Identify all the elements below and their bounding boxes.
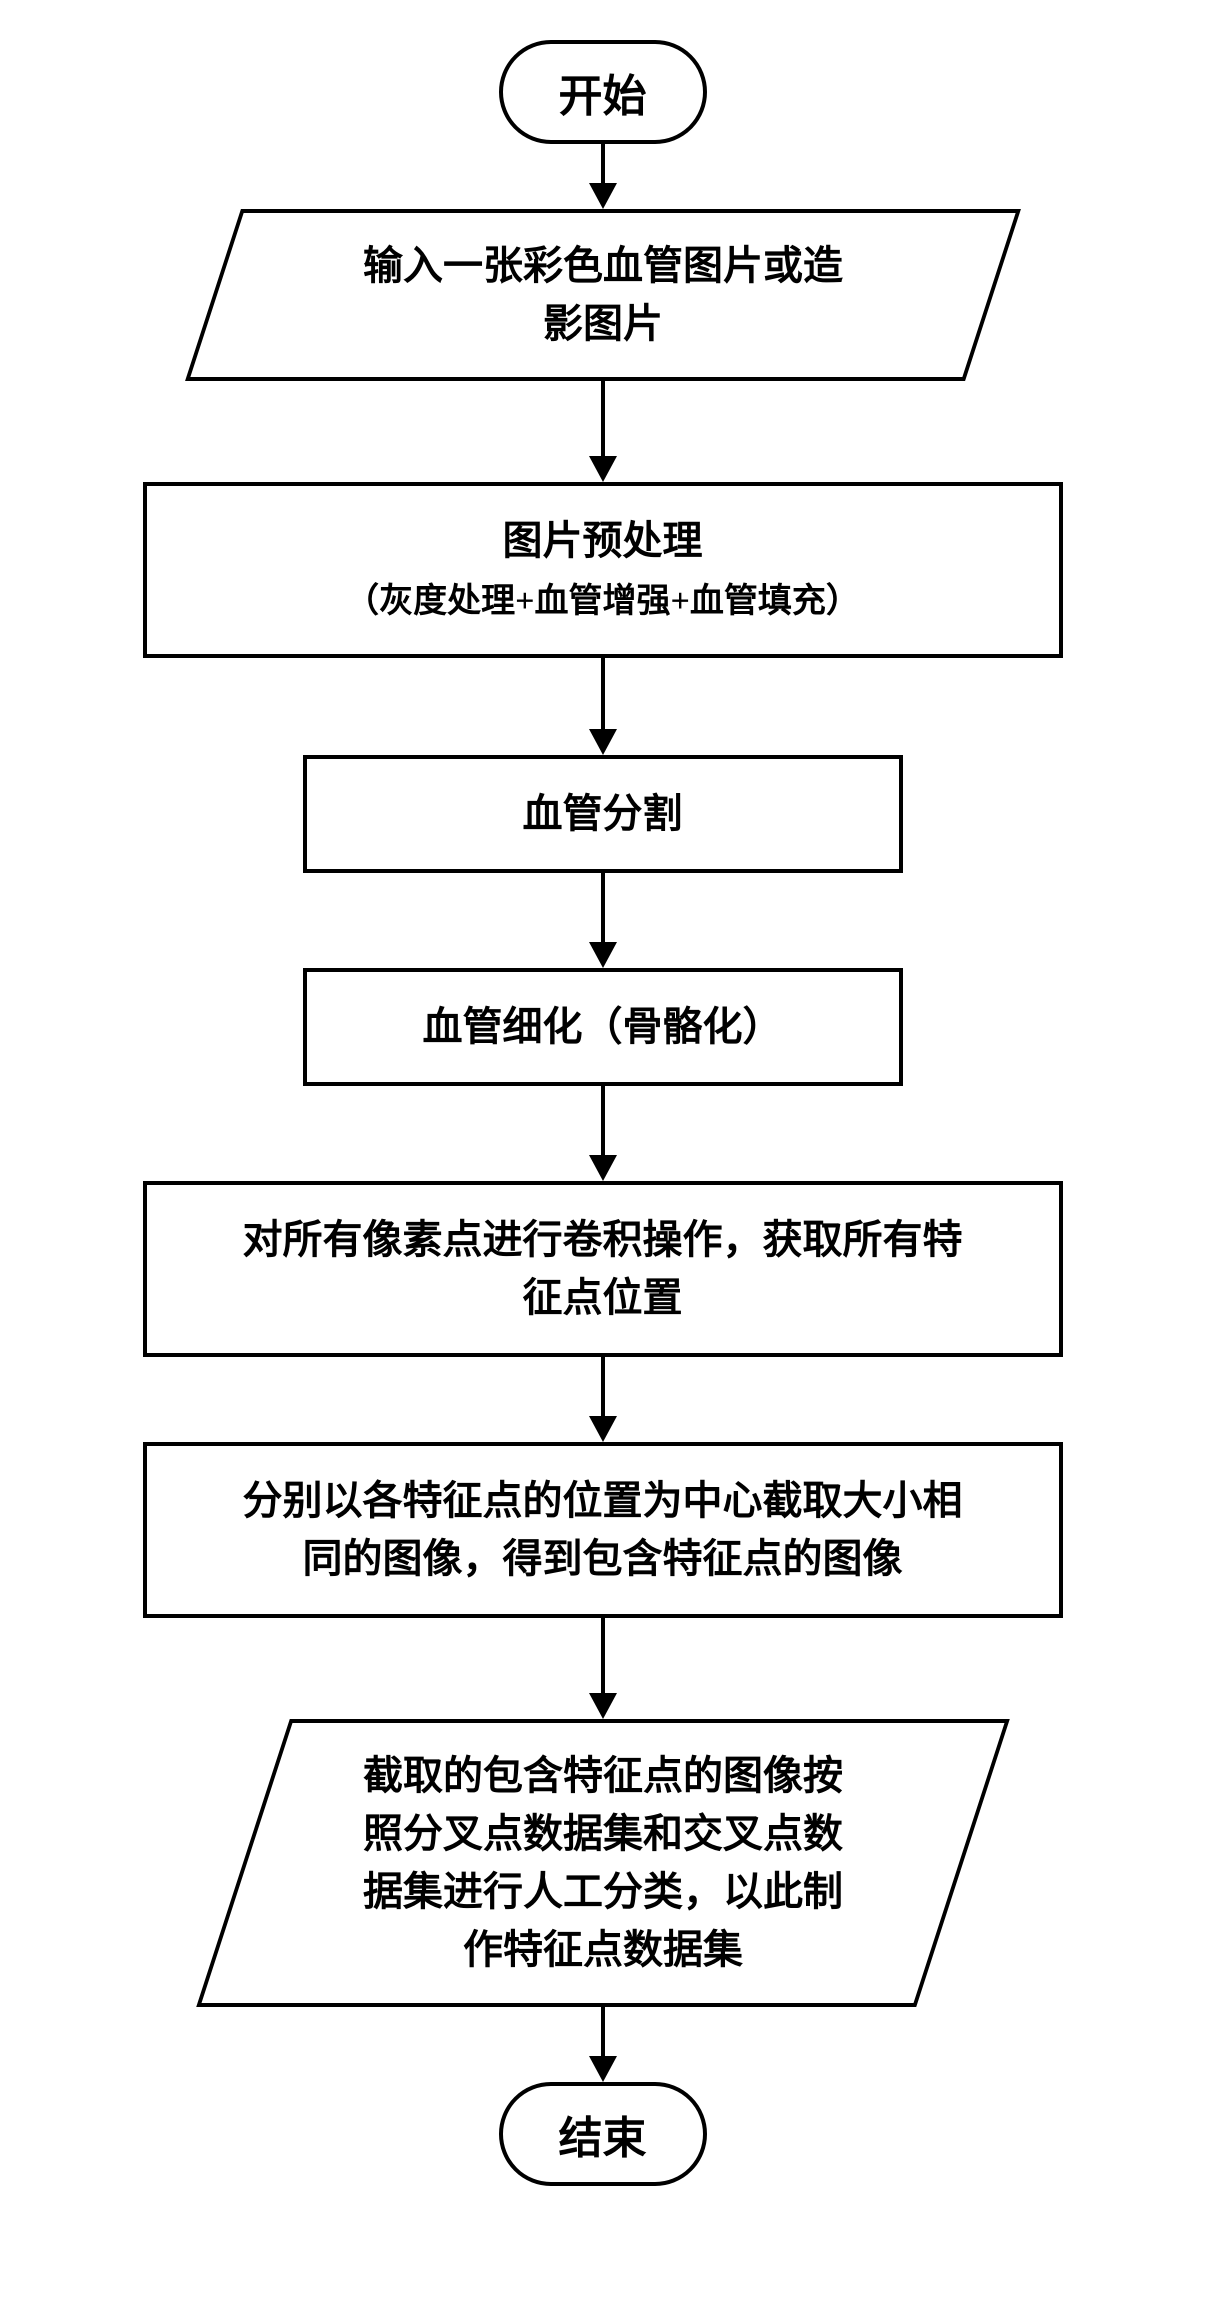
convolution-process: 对所有像素点进行卷积操作，获取所有特 征点位置 — [143, 1181, 1063, 1357]
arrow-line — [601, 1086, 605, 1156]
arrow-line — [601, 144, 605, 184]
crop-line1: 分别以各特征点的位置为中心截取大小相 — [243, 1478, 963, 1523]
input-line2: 影图片 — [543, 301, 663, 346]
arrow-conv-crop — [589, 1357, 617, 1442]
output-line2: 照分叉点数据集和交叉点数 — [363, 1811, 843, 1856]
arrow-output-end — [589, 2007, 617, 2082]
arrow-start-input — [589, 144, 617, 209]
arrow-head-icon — [589, 456, 617, 482]
input-io-node: 输入一张彩色血管图片或造 影图片 — [213, 209, 993, 381]
conv-line1: 对所有像素点进行卷积操作，获取所有特 — [243, 1217, 963, 1262]
arrow-line — [601, 873, 605, 943]
arrow-head-icon — [589, 1416, 617, 1442]
arrow-head-icon — [589, 942, 617, 968]
preprocess-line1: 图片预处理 — [503, 518, 703, 563]
arrow-head-icon — [589, 1693, 617, 1719]
input-line1: 输入一张彩色血管图片或造 — [363, 243, 843, 288]
arrow-line — [601, 658, 605, 730]
conv-line2: 征点位置 — [523, 1275, 683, 1320]
arrow-line — [601, 2007, 605, 2057]
output-line4: 作特征点数据集 — [463, 1927, 743, 1972]
arrow-head-icon — [589, 183, 617, 209]
thinning-process: 血管细化（骨骼化） — [303, 968, 903, 1086]
flowchart-container: 开始 输入一张彩色血管图片或造 影图片 图片预处理 （灰度处理+血管增强+血管填… — [0, 40, 1205, 2186]
arrow-crop-output — [589, 1618, 617, 1719]
end-terminator: 结束 — [499, 2082, 707, 2186]
output-line1: 截取的包含特征点的图像按 — [363, 1753, 843, 1798]
segment-process: 血管分割 — [303, 755, 903, 873]
arrow-line — [601, 1357, 605, 1417]
arrow-head-icon — [589, 729, 617, 755]
arrow-input-preprocess — [589, 381, 617, 482]
arrow-preprocess-segment — [589, 658, 617, 755]
arrow-line — [601, 381, 605, 457]
crop-line2: 同的图像，得到包含特征点的图像 — [303, 1536, 903, 1581]
start-terminator: 开始 — [499, 40, 707, 144]
crop-process: 分别以各特征点的位置为中心截取大小相 同的图像，得到包含特征点的图像 — [143, 1442, 1063, 1618]
arrow-line — [601, 1618, 605, 1694]
output-io-node: 截取的包含特征点的图像按 照分叉点数据集和交叉点数 据集进行人工分类，以此制 作… — [243, 1719, 963, 2007]
output-line3: 据集进行人工分类，以此制 — [363, 1869, 843, 1914]
arrow-thin-conv — [589, 1086, 617, 1181]
preprocess-line2: （灰度处理+血管增强+血管填充） — [345, 583, 860, 620]
arrow-segment-thin — [589, 873, 617, 968]
arrow-head-icon — [589, 1155, 617, 1181]
preprocess-process: 图片预处理 （灰度处理+血管增强+血管填充） — [143, 482, 1063, 658]
arrow-head-icon — [589, 2056, 617, 2082]
